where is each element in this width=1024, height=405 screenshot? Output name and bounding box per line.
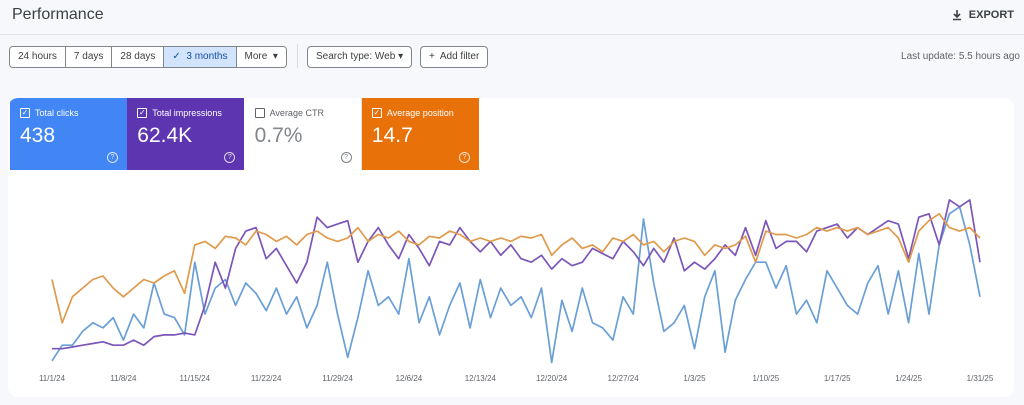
x-tick-label: 11/1/24 bbox=[39, 374, 66, 383]
x-tick-label: 12/13/24 bbox=[465, 374, 497, 383]
metric-label: Total impressions bbox=[152, 108, 222, 118]
metric-card[interactable]: ✓ Total clicks 438? bbox=[10, 98, 127, 170]
checkbox[interactable]: ✓ bbox=[371, 108, 382, 118]
metric-header: ✓ Total clicks bbox=[20, 108, 117, 118]
export-icon bbox=[952, 10, 961, 21]
metric-value: 0.7% bbox=[254, 124, 303, 147]
x-tick-label: 12/27/24 bbox=[608, 374, 640, 383]
metric-label: Average CTR bbox=[269, 108, 324, 118]
metric-card[interactable]: ✓ Total impressions 62.4K? bbox=[127, 98, 245, 170]
x-tick-label: 12/6/24 bbox=[396, 374, 423, 383]
metric-label: Average position bbox=[386, 108, 454, 118]
add-filter-label: Add filter bbox=[439, 51, 480, 62]
dropdown-icon: ▾ bbox=[267, 51, 278, 62]
export-button[interactable]: EXPORT bbox=[951, 9, 1014, 21]
series-line bbox=[52, 199, 981, 350]
page-title: Performance bbox=[12, 6, 104, 23]
range-chip[interactable]: 7 days bbox=[65, 47, 113, 67]
metric-card[interactable]: ✓ Average position 14.7? bbox=[361, 98, 479, 170]
x-tick-label: 1/31/25 bbox=[967, 374, 994, 383]
separator bbox=[297, 44, 298, 68]
metric-header: Average CTR bbox=[254, 108, 351, 118]
help-icon[interactable]: ? bbox=[107, 152, 118, 163]
divider bbox=[0, 34, 1024, 35]
checkbox[interactable]: ✓ bbox=[137, 108, 148, 118]
series-line bbox=[51, 205, 981, 364]
export-label: EXPORT bbox=[968, 9, 1014, 21]
range-chip[interactable]: 28 days bbox=[112, 47, 165, 67]
checkbox[interactable] bbox=[254, 108, 265, 118]
range-label: 7 days bbox=[73, 51, 104, 62]
metric-value: 14.7 bbox=[371, 124, 413, 147]
help-icon[interactable]: ? bbox=[224, 152, 236, 163]
range-selector: 24 hours 7 days 28 days ✓ 3 months More ▾ bbox=[9, 46, 287, 68]
x-tick-label: 1/24/25 bbox=[895, 374, 922, 383]
x-tick-label: 1/3/25 bbox=[683, 374, 706, 383]
x-tick-label: 11/15/24 bbox=[179, 374, 210, 383]
x-tick-label: 12/20/24 bbox=[536, 374, 568, 383]
help-icon[interactable]: ? bbox=[340, 152, 352, 163]
add-filter-button[interactable]: + Add filter bbox=[420, 46, 489, 68]
metric-card[interactable]: Average CTR 0.7%? bbox=[244, 98, 362, 170]
range-label: More bbox=[244, 51, 268, 62]
search-type-label: Search type: Web bbox=[316, 51, 396, 62]
checkbox[interactable]: ✓ bbox=[20, 108, 30, 118]
x-tick-label: 1/10/25 bbox=[752, 374, 779, 383]
range-label: 24 hours bbox=[18, 51, 57, 62]
performance-panel: 11/1/24 11/8/24 11/15/24 11/22/24 11/29/24 12… bbox=[8, 98, 1014, 397]
x-tick-label: 1/17/25 bbox=[824, 374, 851, 383]
x-tick-label: 11/8/24 bbox=[110, 374, 137, 383]
search-type-button[interactable]: Search type: Web ▾ bbox=[307, 46, 413, 68]
series-line bbox=[51, 212, 981, 324]
chart: 11/1/24 11/8/24 11/15/24 11/22/24 11/29/24 12… bbox=[39, 199, 994, 383]
x-tick-label: 11/22/24 bbox=[251, 374, 282, 383]
check-icon: ✓ bbox=[172, 51, 187, 62]
x-tick-label: 11/29/24 bbox=[322, 374, 353, 383]
metric-value: 62.4K bbox=[137, 124, 193, 147]
metric-value: 438 bbox=[20, 124, 56, 147]
range-label: 28 days bbox=[120, 51, 156, 62]
range-chip[interactable]: 24 hours bbox=[10, 47, 66, 67]
metric-label: Total clicks bbox=[35, 108, 79, 118]
help-icon[interactable]: ? bbox=[458, 152, 470, 163]
range-chip[interactable]: ✓ 3 months bbox=[164, 47, 237, 67]
metric-header: ✓ Total impressions bbox=[137, 108, 234, 118]
metric-header: ✓ Average position bbox=[371, 108, 469, 118]
range-chip[interactable]: More ▾ bbox=[236, 47, 286, 67]
range-label: 3 months bbox=[186, 51, 228, 62]
last-update: Last update: 5.5 hours ago bbox=[901, 51, 1020, 62]
